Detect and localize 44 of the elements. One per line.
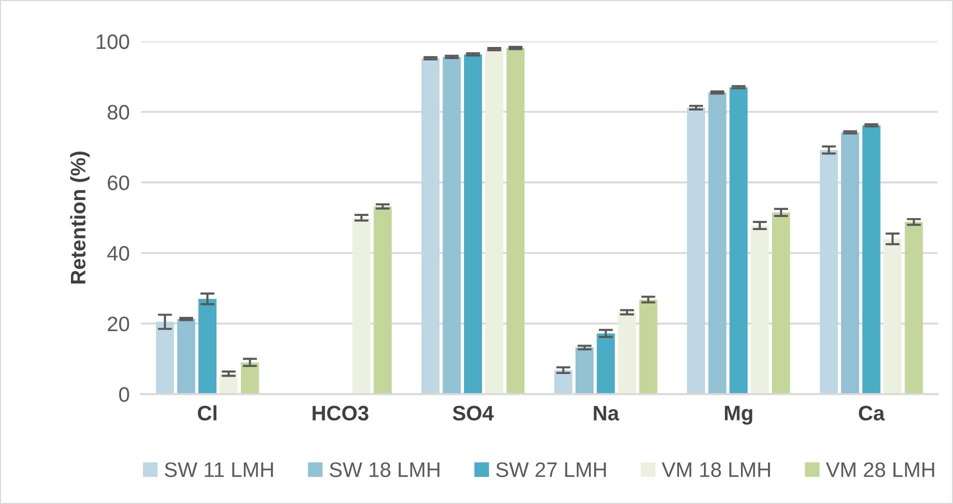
bar [240, 362, 259, 394]
x-tick-label: Ca [858, 406, 885, 421]
bar [198, 298, 216, 394]
y-tick-label: 80 [108, 104, 130, 120]
x-tick-label: Cl [198, 405, 216, 421]
y-tick-label: 0 [119, 387, 130, 402]
bar [687, 108, 706, 394]
y-tick-label: 20 [108, 316, 130, 332]
y-axis-title: Retention (%) [70, 152, 90, 284]
legend-label: SW 18 LMH [330, 462, 440, 478]
bar [374, 206, 392, 394]
legend-label: SW 27 LMH [496, 462, 606, 478]
bar [862, 125, 880, 394]
bar [442, 56, 461, 394]
y-tick-label: 100 [96, 34, 130, 50]
bar [618, 312, 636, 394]
x-tick-label: SO4 [452, 406, 494, 421]
x-tick-label: HCO3 [312, 406, 368, 421]
legend-label: VM 28 LMH [826, 462, 934, 478]
bar [576, 348, 594, 394]
y-tick-label: 60 [108, 175, 130, 190]
x-tick-label: Mg [724, 406, 752, 425]
legend-label: VM 18 LMH [662, 462, 770, 478]
bar [464, 54, 482, 394]
bar [639, 300, 658, 394]
bar [554, 370, 572, 394]
bar [708, 92, 726, 394]
bar [485, 49, 504, 394]
bar [596, 333, 615, 394]
bar [820, 150, 838, 394]
bar [750, 225, 769, 394]
legend-label: SW 11 LMH [164, 462, 273, 478]
bar [772, 212, 790, 394]
bar [506, 48, 525, 394]
bar [156, 322, 174, 394]
x-tick-label: Na [594, 406, 620, 421]
bar [904, 222, 923, 394]
bar [177, 318, 196, 394]
bar [730, 87, 748, 394]
bar [841, 132, 860, 394]
y-tick-label: 40 [107, 246, 130, 261]
bar [421, 58, 440, 394]
bar [884, 238, 902, 394]
bar [352, 218, 370, 394]
